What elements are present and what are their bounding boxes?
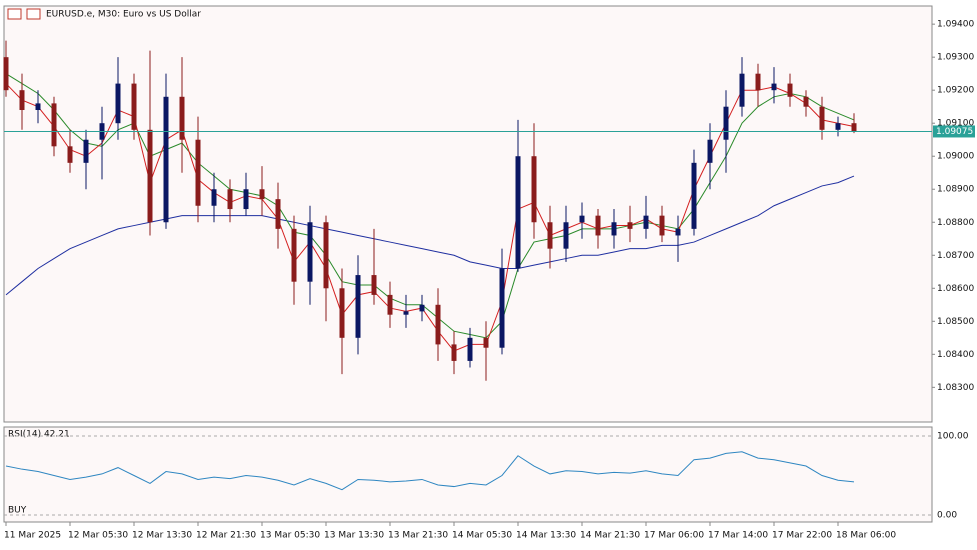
y-tick-label: 1.09000 [937, 152, 974, 162]
y-tick-label: 1.09400 [937, 20, 974, 30]
x-tick-label: 14 Mar 13:30 [516, 531, 576, 541]
y-tick-label: 1.08700 [937, 251, 974, 261]
x-tick-label: 11 Mar 2025 [4, 531, 61, 541]
candle-body [515, 156, 521, 269]
x-tick-label: 14 Mar 21:30 [580, 531, 640, 541]
rsi-tick-label: 0.00 [937, 511, 957, 521]
x-tick-label: 18 Mar 06:00 [836, 531, 896, 541]
x-tick-label: 14 Mar 05:30 [452, 531, 512, 541]
y-tick-label: 1.08900 [937, 185, 974, 195]
candle-body [115, 83, 121, 124]
x-tick-label: 13 Mar 21:30 [388, 531, 448, 541]
candle-body [627, 222, 633, 229]
candle-body [467, 337, 473, 361]
candle-body [195, 139, 201, 206]
y-tick-label: 1.08400 [937, 350, 974, 360]
candle-body [451, 344, 457, 361]
candle-body [259, 189, 265, 200]
candle-body [147, 129, 153, 223]
candle-body [547, 222, 553, 249]
moving-average [5, 73, 855, 339]
candle-body [403, 311, 409, 315]
moving-average [5, 175, 855, 296]
candle-body [739, 73, 745, 107]
x-tick-label: 17 Mar 22:00 [772, 531, 832, 541]
candle-body [643, 215, 649, 229]
candle-body [131, 83, 137, 130]
y-tick-label: 1.08500 [937, 317, 974, 327]
candle-body [339, 288, 345, 338]
candle-body [435, 304, 441, 345]
candle-body [723, 106, 729, 140]
candle-body [755, 73, 761, 91]
candle-body [243, 189, 249, 210]
candle-body [675, 228, 681, 236]
candle-body [595, 215, 601, 236]
candle-body [771, 83, 777, 91]
candle-body [819, 106, 825, 130]
last-price-label: 1.09075 [936, 127, 973, 137]
candle-body [579, 215, 585, 223]
candle-body [499, 268, 505, 348]
candle-body [35, 103, 41, 110]
candle-body [307, 222, 313, 282]
candle-body [387, 294, 393, 315]
candle-body [531, 156, 537, 223]
rsi-title: RSI(14) 42.21 [8, 430, 70, 440]
last-price-tag [933, 125, 975, 138]
y-tick-label: 1.08300 [937, 383, 974, 393]
moving-average [5, 83, 855, 352]
rsi-panel [3, 426, 933, 523]
x-tick-label: 12 Mar 05:30 [68, 531, 128, 541]
candle-body [563, 222, 569, 249]
candle-body [787, 83, 793, 97]
candle-body [355, 275, 361, 338]
candle-body [227, 189, 233, 210]
candle-body [691, 162, 697, 229]
candle-body [3, 57, 9, 91]
x-tick-label: 17 Mar 14:00 [708, 531, 768, 541]
candle-body [323, 222, 329, 289]
candle-body [51, 103, 57, 147]
x-tick-label: 13 Mar 13:30 [324, 531, 384, 541]
candle-body [419, 304, 425, 312]
x-tick-label: 12 Mar 13:30 [132, 531, 192, 541]
candle-body [291, 228, 297, 282]
x-tick-label: 12 Mar 21:30 [196, 531, 256, 541]
candle-body [851, 123, 857, 132]
candle-body [275, 199, 281, 229]
rsi-line [5, 451, 855, 491]
candle-body [211, 189, 217, 206]
y-tick-label: 1.08600 [937, 284, 974, 294]
rsi-tick-label: 100.00 [937, 432, 969, 442]
candle-body [67, 146, 73, 163]
candle-body [179, 96, 185, 140]
chart-title: EURUSD.e, M30: Euro vs US Dollar [46, 10, 201, 20]
candle-body [707, 139, 713, 163]
y-tick-label: 1.08800 [937, 218, 974, 228]
candle-body [483, 337, 489, 348]
symbol-icons [7, 8, 41, 20]
candle-body [803, 96, 809, 107]
x-tick-label: 13 Mar 05:30 [260, 531, 320, 541]
y-tick-label: 1.09300 [937, 53, 974, 63]
candle-body [19, 90, 25, 110]
signal-label: BUY [8, 506, 27, 516]
candle-body [371, 275, 377, 295]
candle-body [83, 139, 89, 163]
candle-body [835, 123, 841, 130]
y-tick-label: 1.09200 [937, 86, 974, 96]
candle-body [659, 215, 665, 236]
y-tick-label: 1.09100 [937, 119, 974, 129]
candle-body [163, 96, 169, 223]
x-tick-label: 17 Mar 06:00 [644, 531, 704, 541]
candle-body [611, 222, 617, 236]
